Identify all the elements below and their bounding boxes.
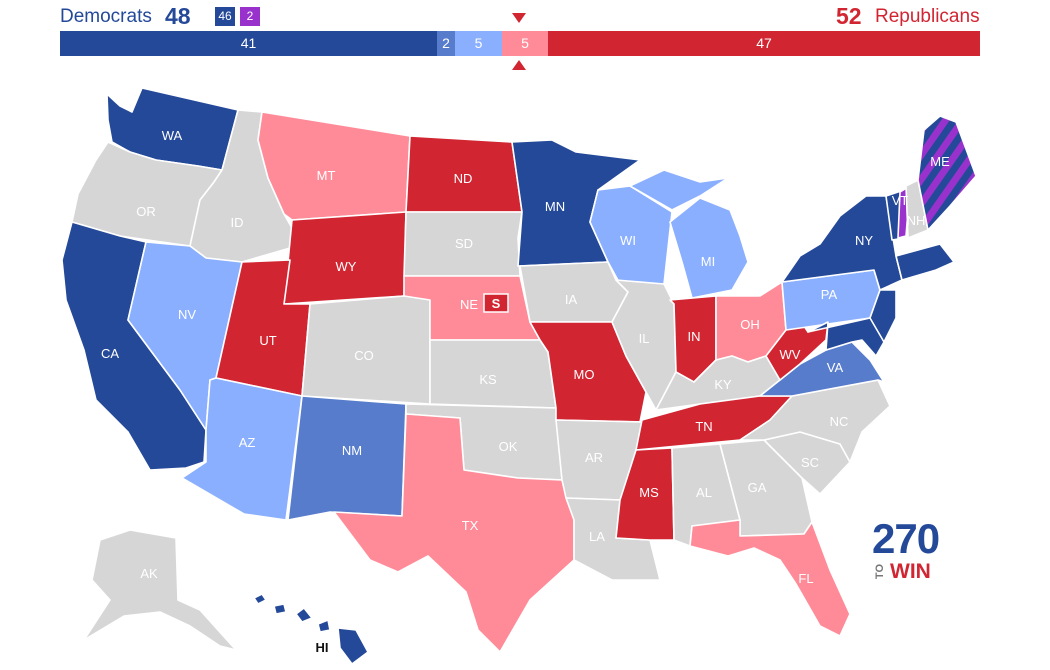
label-NC: NC	[830, 414, 849, 429]
state-MT[interactable]	[257, 111, 411, 221]
label-MT: MT	[317, 168, 336, 183]
label-SC: SC	[801, 455, 819, 470]
label-PA: PA	[821, 287, 838, 302]
label-LA: LA	[589, 529, 605, 544]
majority-marker-bottom	[512, 60, 526, 70]
independent-seats-badge: 2	[240, 7, 260, 26]
label-VT: VT	[892, 193, 909, 208]
label-OH: OH	[740, 317, 760, 332]
bar-safe-democrat[interactable]: 41	[60, 31, 437, 56]
label-WY: WY	[336, 259, 357, 274]
label-OK: OK	[499, 439, 518, 454]
label-AL: AL	[696, 485, 712, 500]
democrat-seats-badge: 46	[215, 7, 235, 26]
label-MO: MO	[574, 367, 595, 382]
special-election-letter: S	[492, 296, 501, 311]
label-MN: MN	[545, 199, 565, 214]
label-TN: TN	[695, 419, 712, 434]
label-TX: TX	[462, 518, 479, 533]
seat-balance-bar: 41 2 5 5 47	[60, 31, 980, 56]
label-WA: WA	[162, 128, 183, 143]
democrats-label: Democrats	[60, 6, 152, 27]
state-MI-upper[interactable]	[629, 169, 729, 211]
label-CO: CO	[354, 348, 374, 363]
republicans-label: Republicans	[875, 6, 980, 27]
label-AK: AK	[140, 566, 158, 581]
label-ID: ID	[231, 215, 244, 230]
label-IN: IN	[688, 329, 701, 344]
logo-to: TO	[874, 564, 886, 580]
label-NY: NY	[855, 233, 873, 248]
label-CA: CA	[101, 346, 119, 361]
label-MS: MS	[639, 485, 659, 500]
label-KS: KS	[479, 372, 497, 387]
state-TX[interactable]	[333, 413, 575, 653]
state-CT-RI-MA[interactable]	[895, 243, 955, 281]
label-NV: NV	[178, 307, 196, 322]
state-MD-DE[interactable]	[807, 317, 885, 357]
state-FL[interactable]	[689, 519, 851, 637]
label-VA: VA	[827, 360, 844, 375]
label-SD: SD	[455, 236, 473, 251]
democrats-total: 48	[165, 3, 191, 29]
label-ND: ND	[454, 171, 473, 186]
label-HI: HI	[316, 640, 329, 655]
label-AZ: AZ	[239, 435, 256, 450]
label-KY: KY	[714, 377, 732, 392]
bar-lean-democrat[interactable]: 5	[455, 31, 502, 56]
label-ME: ME	[930, 154, 950, 169]
state-HI[interactable]	[253, 593, 369, 665]
label-FL: FL	[798, 571, 813, 586]
label-NH: NH	[907, 213, 926, 228]
state-AK[interactable]	[83, 529, 237, 651]
label-IL: IL	[639, 331, 650, 346]
label-GA: GA	[748, 480, 767, 495]
state-WI[interactable]	[589, 185, 673, 285]
270towin-logo[interactable]: 270 TO WIN	[872, 518, 942, 584]
bar-safe-republican[interactable]: 47	[548, 31, 980, 56]
logo-number: 270	[872, 515, 940, 562]
label-NM: NM	[342, 443, 362, 458]
label-OR: OR	[136, 204, 156, 219]
bar-likely-democrat[interactable]: 2	[437, 31, 455, 56]
senate-balance-header: Democrats 48 46 2 52 Republicans 41 2 5 …	[0, 0, 1050, 80]
state-ME[interactable]	[917, 115, 977, 231]
state-NM[interactable]	[287, 395, 407, 521]
majority-marker-top	[512, 13, 526, 23]
republicans-total: 52	[836, 3, 862, 29]
label-IA: IA	[565, 292, 578, 307]
logo-win: WIN	[890, 560, 931, 583]
state-IL[interactable]	[611, 279, 677, 411]
special-election-badge-NE[interactable]	[483, 293, 509, 313]
state-WY[interactable]	[283, 211, 407, 305]
label-AR: AR	[585, 450, 603, 465]
label-UT: UT	[259, 333, 276, 348]
label-MI: MI	[701, 254, 715, 269]
state-MI[interactable]	[669, 197, 749, 299]
label-WI: WI	[620, 233, 636, 248]
label-WV: WV	[780, 347, 801, 362]
bar-lean-republican[interactable]: 5	[502, 31, 548, 56]
label-NE: NE	[460, 297, 478, 312]
